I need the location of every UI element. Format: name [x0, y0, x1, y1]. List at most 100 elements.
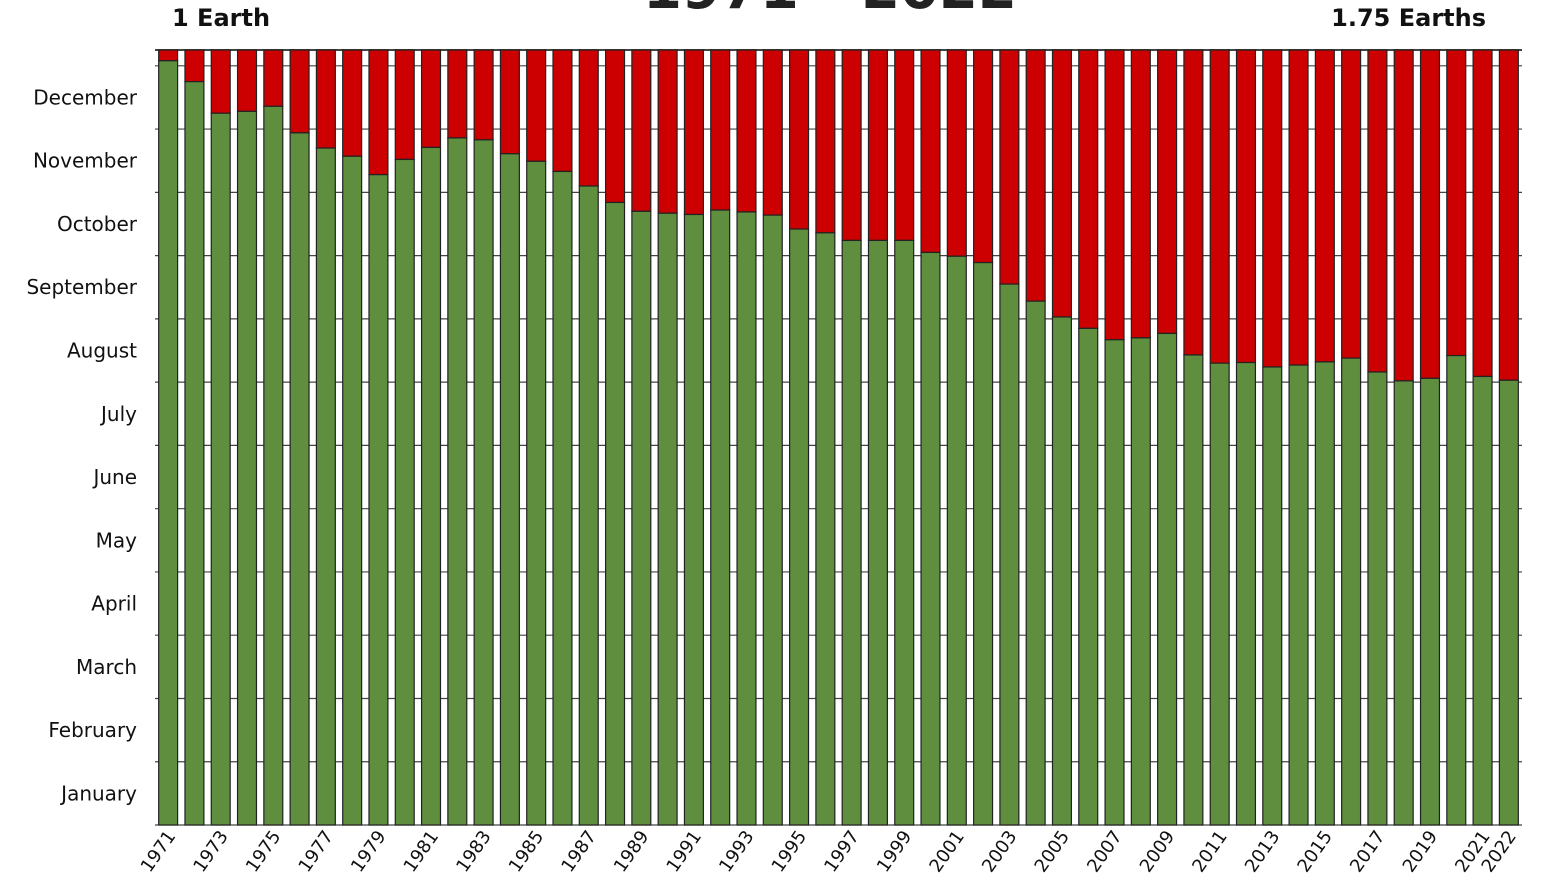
bar-group	[762, 49, 783, 826]
bar-overshoot	[578, 49, 599, 187]
bar-overshoot	[815, 49, 836, 234]
bar-within-budget	[657, 212, 678, 826]
bar-overshoot	[289, 49, 310, 134]
x-tick-label: 1987	[557, 827, 600, 877]
bar-within-budget	[736, 211, 757, 826]
bar-overshoot	[1235, 49, 1257, 364]
bar-within-budget	[263, 105, 284, 826]
bar-group	[946, 49, 967, 826]
x-tick-label: 1981	[400, 827, 443, 877]
bar-group	[1025, 49, 1046, 826]
bar-overshoot	[841, 49, 862, 242]
bar-group	[920, 49, 941, 826]
bar-group	[1288, 49, 1309, 826]
x-tick-label: 2017	[1346, 827, 1389, 877]
bar-overshoot	[1025, 49, 1046, 302]
bar-overshoot	[710, 49, 731, 211]
x-tick-label: 2013	[1241, 827, 1284, 877]
bar-overshoot	[1157, 49, 1178, 335]
bar-overshoot	[394, 49, 415, 161]
bar-within-budget	[1183, 354, 1204, 826]
x-tick-label: 1975	[242, 827, 285, 877]
x-tick-label: 1993	[715, 827, 758, 877]
bar-group	[841, 49, 862, 826]
bar-group	[736, 49, 757, 826]
bar-group	[1157, 49, 1178, 826]
bar-overshoot	[1262, 49, 1283, 368]
bar-overshoot	[552, 49, 573, 173]
bar-group	[184, 49, 205, 826]
x-tick-label: 2005	[1031, 827, 1074, 877]
bar-within-budget	[604, 201, 626, 826]
bar-within-budget	[526, 160, 547, 826]
bar-overshoot	[263, 49, 284, 107]
bar-group	[552, 49, 573, 826]
bar-group	[447, 49, 468, 826]
bar-overshoot	[342, 49, 363, 157]
bar-group	[894, 49, 915, 826]
bar-within-budget	[1367, 371, 1388, 826]
bar-overshoot	[158, 49, 179, 62]
y-tick-label: January	[59, 781, 137, 805]
bar-within-budget	[815, 232, 836, 826]
bar-overshoot	[920, 49, 941, 254]
x-tick-label: 1985	[505, 827, 548, 877]
bar-within-budget	[894, 239, 915, 826]
bar-within-budget	[1472, 375, 1493, 826]
bar-within-budget	[1104, 339, 1125, 826]
bar-within-budget	[1209, 362, 1230, 826]
bar-group	[420, 49, 442, 826]
bar-within-budget	[447, 137, 468, 826]
y-tick-label: December	[33, 85, 137, 109]
bar-within-budget	[473, 139, 494, 826]
y-tick-label: March	[76, 655, 137, 679]
bar-group	[158, 49, 179, 826]
x-tick-label: 2001	[925, 827, 968, 877]
bar-within-budget	[394, 158, 415, 826]
bar-group	[1262, 49, 1283, 826]
bar-group	[473, 49, 494, 826]
x-tick-label: 2009	[1136, 827, 1179, 877]
bars	[158, 49, 1519, 826]
bar-within-budget	[1130, 337, 1151, 826]
bar-group	[867, 49, 888, 826]
bar-overshoot	[867, 49, 888, 242]
y-tick-label: September	[26, 275, 137, 299]
y-tick-label: October	[57, 212, 138, 236]
x-tick-label: 1999	[873, 827, 916, 877]
bar-group	[683, 49, 704, 826]
bar-within-budget	[1393, 380, 1414, 826]
bar-overshoot	[1341, 49, 1362, 359]
bar-within-budget	[841, 239, 862, 826]
bar-group	[368, 49, 389, 826]
bar-group	[1104, 49, 1125, 826]
bar-group	[394, 49, 415, 826]
x-tick-label: 1973	[189, 827, 232, 877]
bar-group	[578, 49, 599, 826]
bar-overshoot	[683, 49, 704, 216]
bar-within-budget	[236, 110, 258, 826]
bar-group	[499, 49, 520, 826]
bar-overshoot	[1498, 49, 1519, 381]
bar-group	[999, 49, 1020, 826]
bar-within-budget	[867, 239, 888, 826]
bar-group	[210, 49, 231, 826]
x-tick-label: 1989	[610, 827, 653, 877]
x-tick-label: 2019	[1399, 827, 1442, 877]
bar-overshoot	[1472, 49, 1493, 378]
bar-overshoot	[999, 49, 1020, 285]
x-tick-label: 1971	[137, 827, 180, 877]
y-tick-label: July	[99, 402, 137, 426]
bar-within-budget	[578, 185, 599, 826]
bar-group	[289, 49, 310, 826]
bar-within-budget	[1235, 361, 1257, 826]
y-tick-labels: January February March April May June July Augu…	[26, 85, 137, 805]
bar-group	[1419, 49, 1441, 826]
x-tick-label: 2011	[1188, 827, 1231, 877]
x-tick-label: 2003	[978, 827, 1021, 877]
bar-within-budget	[973, 261, 994, 826]
bar-group	[604, 49, 626, 826]
bar-overshoot	[657, 49, 678, 214]
x-tick-label: 1997	[820, 827, 863, 877]
bar-overshoot	[499, 49, 520, 155]
